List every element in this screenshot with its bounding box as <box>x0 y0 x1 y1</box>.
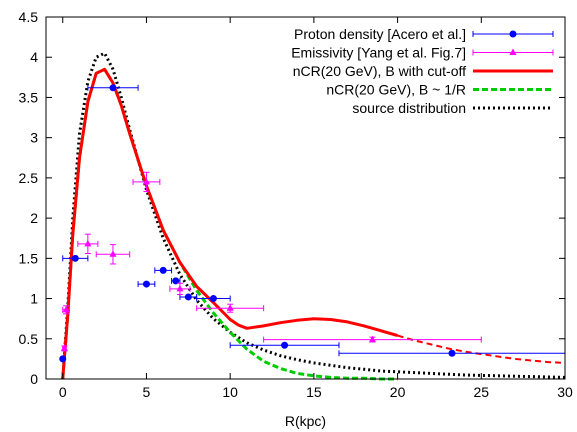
x-tick-label: 20 <box>390 384 406 400</box>
legend-item: nCR(20 GeV), B with cut-off <box>293 63 553 79</box>
y-tick-label: 0.5 <box>19 331 39 347</box>
y-tick-label: 3.5 <box>19 89 39 105</box>
circle-marker <box>109 84 117 92</box>
x-axis-title: R(kpc) <box>285 413 326 429</box>
y-tick-label: 2.5 <box>19 170 39 186</box>
triangle-marker <box>368 335 376 343</box>
proton-density-point <box>59 355 67 363</box>
plot-frame <box>45 16 566 380</box>
circle-marker <box>448 349 456 357</box>
circle-marker <box>209 295 217 303</box>
triangle-marker <box>176 284 184 292</box>
legend-item: nCR(20 GeV), B ~ 1/R <box>326 82 553 98</box>
legend-label: Emissivity [Yang et al. Fig.7] <box>291 45 466 61</box>
plot-curves <box>61 51 566 381</box>
triangle-marker <box>142 177 150 185</box>
emissivity-point <box>62 305 70 315</box>
emissivity-point <box>196 303 265 313</box>
x-tick-label: 30 <box>557 384 573 400</box>
legend-triangle-marker <box>509 48 517 55</box>
emissivity-point <box>60 344 68 352</box>
y-tick-label: 4.5 <box>19 9 39 25</box>
legend-item: source distribution <box>352 100 553 116</box>
emissivity-point <box>95 244 131 265</box>
triangle-marker <box>109 250 117 257</box>
x-tick-label: 10 <box>222 384 238 400</box>
triangle-marker <box>62 305 70 313</box>
proton-density-point <box>229 341 340 349</box>
proton-density-point <box>196 295 231 303</box>
circle-marker <box>142 280 150 288</box>
circle-marker <box>159 266 167 274</box>
series-line-cutoff-solid <box>61 67 399 380</box>
circle-marker <box>59 355 67 363</box>
x-tick-label: 5 <box>143 384 151 400</box>
y-tick-label: 1.5 <box>19 250 39 266</box>
series-line-cutoff-dashed <box>397 334 566 364</box>
legend-label: nCR(20 GeV), B ~ 1/R <box>326 82 466 98</box>
y-tick-label: 0 <box>30 371 38 387</box>
legend-label: nCR(20 GeV), B with cut-off <box>293 63 466 79</box>
proton-density-point <box>137 280 156 288</box>
axis-ticks: 0 5 10 15 20 25 30 0 0.5 1 1.5 2 2.5 3 3.5 4 4.5 <box>19 9 573 400</box>
legend: Proton density [Acero et al.] Emissivity … <box>291 26 554 116</box>
proton-density-point <box>62 254 89 262</box>
triangle-marker <box>84 239 92 247</box>
x-tick-label: 15 <box>306 384 322 400</box>
triangle-marker <box>226 304 234 311</box>
emissivity-point <box>169 282 191 296</box>
legend-label: source distribution <box>352 100 466 116</box>
emissivity-point <box>132 171 161 193</box>
emissivity-point <box>77 233 99 255</box>
circle-marker <box>184 293 192 301</box>
series-line-source <box>61 51 566 380</box>
y-tick-label: 4 <box>30 49 38 65</box>
y-tick-label: 2 <box>30 210 38 226</box>
legend-circle-marker <box>509 30 517 38</box>
legend-item: Proton density [Acero et al.] <box>294 26 554 42</box>
x-tick-label: 0 <box>59 384 67 400</box>
legend-label: Proton density [Acero et al.] <box>294 26 466 42</box>
proton-density-point <box>87 84 139 92</box>
circle-marker <box>281 341 289 349</box>
y-tick-label: 1 <box>30 291 38 307</box>
circle-marker <box>172 277 180 285</box>
circle-marker <box>71 254 79 262</box>
triangle-marker <box>60 344 68 351</box>
y-tick-label: 3 <box>30 130 38 146</box>
emissivity-point <box>263 335 482 343</box>
x-tick-label: 25 <box>474 384 490 400</box>
proton-density-point <box>154 266 173 274</box>
legend-item: Emissivity [Yang et al. Fig.7] <box>291 45 554 61</box>
plot-points <box>59 84 566 363</box>
